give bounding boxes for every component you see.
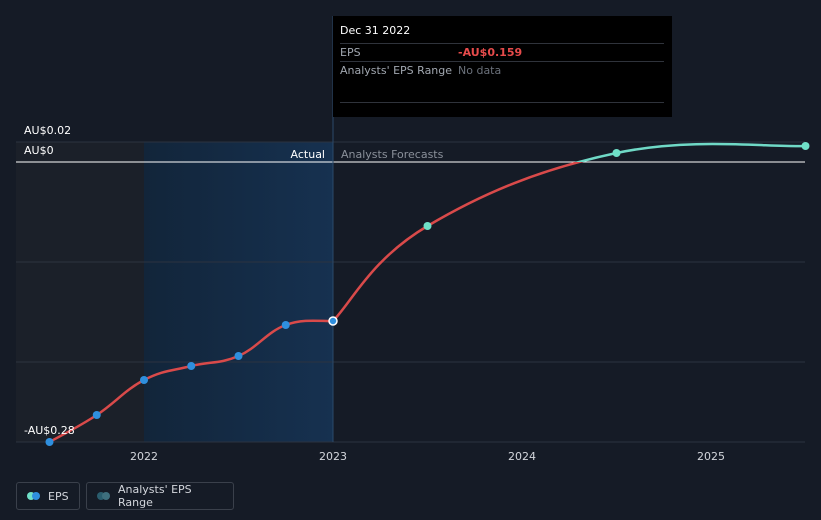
tooltip-eps-value: -AU$0.159 <box>458 46 523 59</box>
y-tick-label-bottom: -AU$0.28 <box>24 424 75 437</box>
eps-point <box>92 411 101 419</box>
forecast-point <box>612 149 621 157</box>
forecast-point <box>801 142 810 150</box>
legend-eps-button[interactable]: EPS <box>16 482 80 510</box>
x-tick-label: 2023 <box>319 450 347 463</box>
legend-range-label: Analysts' EPS Range <box>118 483 192 509</box>
tooltip-eps-row: EPS -AU$0.159 <box>340 43 664 61</box>
forecast-point <box>423 222 432 230</box>
actual-region <box>144 142 333 442</box>
x-tick-label: 2022 <box>130 450 158 463</box>
tooltip-eps-label: EPS <box>340 46 361 59</box>
eps-point-highlighted <box>328 316 338 326</box>
y-tick-label-zero: AU$0 <box>24 144 54 157</box>
tooltip: Dec 31 2022 EPS -AU$0.159 Analysts' EPS … <box>333 16 672 117</box>
eps-forecast-line-negative <box>332 162 584 322</box>
tooltip-range-row: Analysts' EPS Range No data <box>340 61 664 103</box>
forecast-label: Analysts Forecasts <box>341 148 444 161</box>
past-region <box>16 142 144 442</box>
eps-point <box>234 352 243 360</box>
legend-range-button[interactable]: Analysts' EPS Range <box>86 482 234 510</box>
legend-eps-label: EPS <box>48 489 69 503</box>
actual-label: Actual <box>291 148 325 161</box>
tooltip-range-value: No data <box>458 64 502 77</box>
eps-point <box>187 362 196 370</box>
eps-legend-icon <box>27 492 40 500</box>
eps-point <box>45 438 54 446</box>
range-legend-icon <box>97 492 110 500</box>
eps-point <box>140 376 148 384</box>
eps-forecast-line-positive <box>574 142 806 162</box>
eps-point <box>281 321 290 329</box>
x-tick-label: 2025 <box>697 450 725 463</box>
tooltip-date: Dec 31 2022 <box>340 24 411 37</box>
tooltip-range-label: Analysts' EPS Range <box>340 64 453 77</box>
y-tick-label-top: AU$0.02 <box>24 124 71 137</box>
x-tick-label: 2024 <box>508 450 536 463</box>
